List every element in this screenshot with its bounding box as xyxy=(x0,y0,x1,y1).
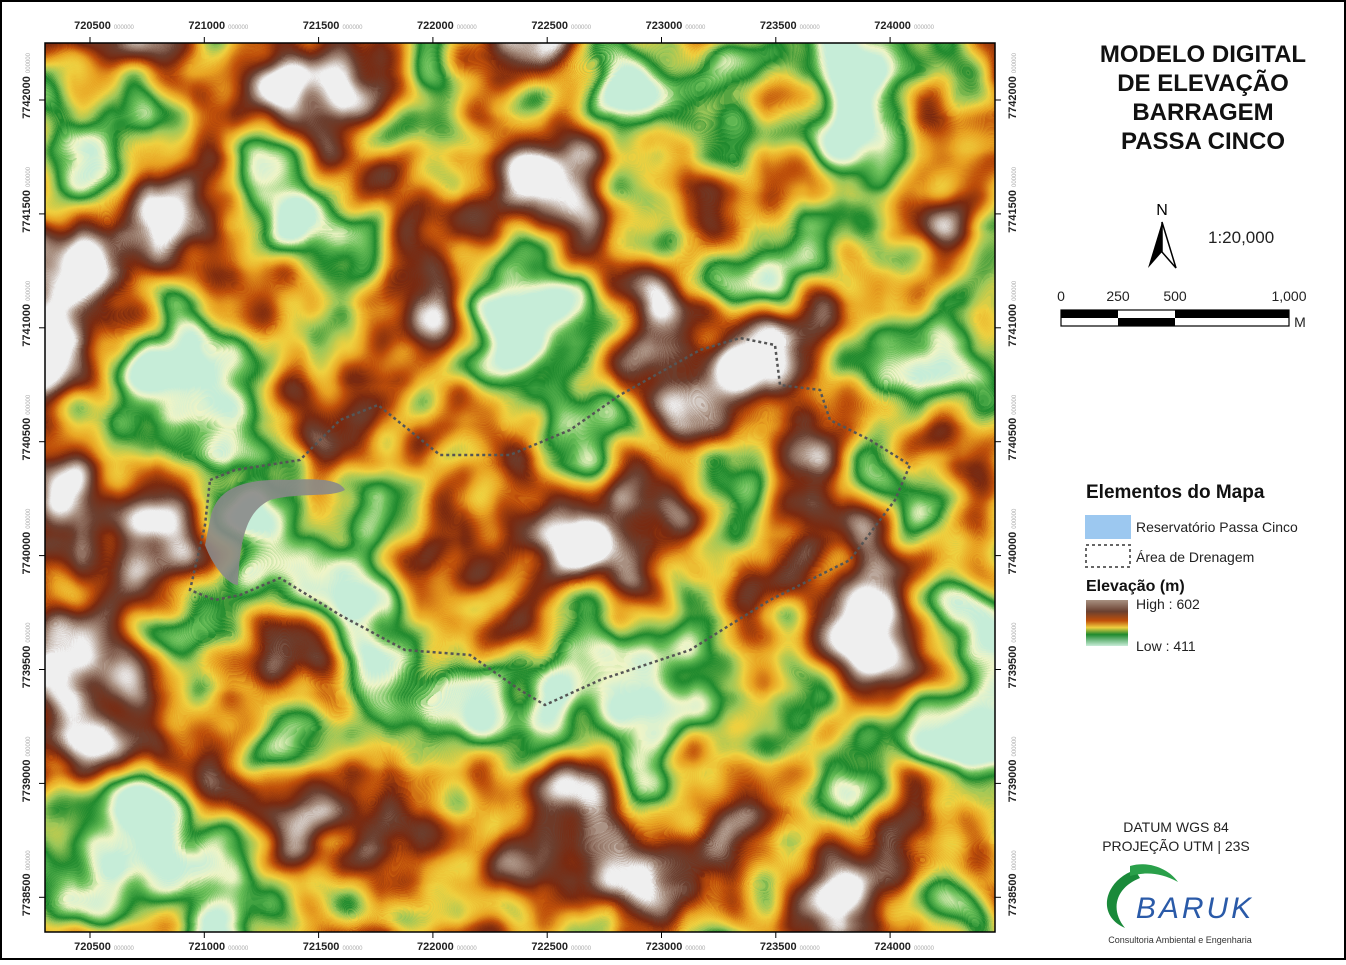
coord-value: 7741000 xyxy=(21,304,33,347)
coord-suffix: 000000 xyxy=(114,25,135,31)
coord-suffix: 000000 xyxy=(914,25,935,31)
coord-value: 722000 xyxy=(417,941,454,953)
coord-value: 7739500 xyxy=(1007,646,1019,689)
coord-value: 7741500 xyxy=(1007,190,1019,233)
coord-suffix: 000000 xyxy=(1012,52,1018,73)
logo-tagline: Consultoria Ambiental e Engenharia xyxy=(1108,935,1252,945)
coord-suffix: 000000 xyxy=(685,946,706,952)
legend-item: Área de Drenagem xyxy=(1136,549,1254,565)
coord-value: 7740000 xyxy=(21,532,33,575)
scale-segment xyxy=(1118,318,1175,326)
coord-suffix: 000000 xyxy=(914,946,935,952)
coord-suffix: 000000 xyxy=(228,946,249,952)
coord-suffix: 000000 xyxy=(26,394,32,415)
coord-suffix: 000000 xyxy=(114,946,135,952)
projection: PROJEÇÃO UTM | 23S xyxy=(1102,838,1250,854)
coord-value: 722500 xyxy=(531,941,568,953)
terrain xyxy=(45,43,995,932)
coord-suffix: 000000 xyxy=(571,25,592,31)
coord-value: 723500 xyxy=(760,941,797,953)
coord-suffix: 000000 xyxy=(1012,394,1018,415)
scale-segment xyxy=(1061,310,1118,318)
coord-value: 7742000 xyxy=(1007,76,1019,119)
north-label: N xyxy=(1156,202,1168,219)
elevation-low: Low : 411 xyxy=(1136,638,1196,654)
coord-value: 721500 xyxy=(303,941,340,953)
coord-value: 721000 xyxy=(188,20,225,32)
title-line: MODELO DIGITAL xyxy=(1100,41,1306,68)
coord-value: 721000 xyxy=(188,941,225,953)
coord-value: 7739500 xyxy=(21,646,33,689)
coord-suffix: 000000 xyxy=(228,25,249,31)
coord-suffix: 000000 xyxy=(26,850,32,871)
scale-ratio: 1:20,000 xyxy=(1208,228,1274,247)
scale-label: 250 xyxy=(1106,288,1130,304)
coord-suffix: 000000 xyxy=(1012,508,1018,529)
coord-suffix: 000000 xyxy=(685,25,706,31)
coord-suffix: 000000 xyxy=(26,280,32,301)
coord-value: 7741500 xyxy=(21,190,33,233)
map-layout: 7205000000007205000000007210000000007210… xyxy=(0,0,1346,960)
elevation-high: High : 602 xyxy=(1136,596,1200,612)
coord-value: 7740000 xyxy=(1007,532,1019,575)
coord-value: 723500 xyxy=(760,20,797,32)
scale-label: 1,000 xyxy=(1271,288,1306,304)
coord-value: 720500 xyxy=(74,20,111,32)
title-line: BARRAGEM xyxy=(1132,99,1273,126)
coord-value: 7739000 xyxy=(21,760,33,803)
coord-suffix: 000000 xyxy=(457,946,478,952)
reservoir-swatch xyxy=(1085,515,1131,539)
coord-suffix: 000000 xyxy=(1012,166,1018,187)
elevation-raster xyxy=(45,43,995,932)
legend-title: Elementos do Mapa xyxy=(1086,482,1265,503)
coord-value: 7742000 xyxy=(21,76,33,119)
coord-value: 720500 xyxy=(74,941,111,953)
coord-suffix: 000000 xyxy=(800,946,821,952)
coord-value: 724000 xyxy=(874,20,911,32)
title-line: PASSA CINCO xyxy=(1121,128,1285,155)
legend-item: Reservatório Passa Cinco xyxy=(1136,519,1298,535)
coord-suffix: 000000 xyxy=(26,736,32,757)
coord-suffix: 000000 xyxy=(457,25,478,31)
coord-suffix: 000000 xyxy=(342,946,363,952)
coord-value: 724000 xyxy=(874,941,911,953)
coord-value: 7740500 xyxy=(21,418,33,461)
elevation-ramp xyxy=(1086,600,1128,646)
coord-suffix: 000000 xyxy=(1012,622,1018,643)
datum: DATUM WGS 84 xyxy=(1123,819,1229,835)
coord-suffix: 000000 xyxy=(800,25,821,31)
coord-value: 7740500 xyxy=(1007,418,1019,461)
coord-value: 723000 xyxy=(646,20,683,32)
scale-label: 500 xyxy=(1163,288,1187,304)
coord-value: 7741000 xyxy=(1007,304,1019,347)
coord-value: 722000 xyxy=(417,20,454,32)
elevation-title: Elevação (m) xyxy=(1086,578,1185,595)
scale-label: 0 xyxy=(1057,288,1065,304)
coord-value: 722500 xyxy=(531,20,568,32)
coord-suffix: 000000 xyxy=(1012,850,1018,871)
coord-suffix: 000000 xyxy=(26,52,32,73)
coord-value: 7738500 xyxy=(1007,873,1019,916)
coord-suffix: 000000 xyxy=(26,508,32,529)
coord-suffix: 000000 xyxy=(1012,280,1018,301)
coord-suffix: 000000 xyxy=(1012,736,1018,757)
coord-suffix: 000000 xyxy=(571,946,592,952)
coord-value: 721500 xyxy=(303,20,340,32)
coord-value: 7739000 xyxy=(1007,760,1019,803)
title-line: DE ELEVAÇÃO xyxy=(1117,69,1289,97)
scale-unit: M xyxy=(1294,314,1306,330)
page: { "map": { "x_ticks": [720500, 721000, 7… xyxy=(0,0,1346,960)
coord-value: 723000 xyxy=(646,941,683,953)
logo-name: BARUK xyxy=(1136,892,1254,925)
coord-suffix: 000000 xyxy=(26,166,32,187)
coord-suffix: 000000 xyxy=(342,25,363,31)
coord-value: 7738500 xyxy=(21,873,33,916)
scale-segment xyxy=(1175,310,1289,318)
coord-suffix: 000000 xyxy=(26,622,32,643)
